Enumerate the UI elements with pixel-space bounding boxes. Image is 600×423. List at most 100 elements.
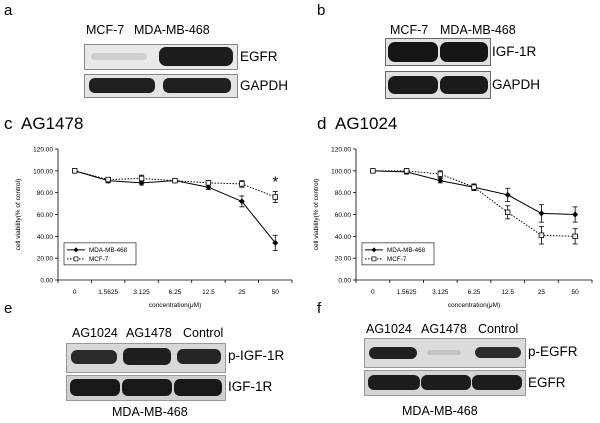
band-p-egfr-ag1478 (427, 350, 461, 355)
blot-igf1r-b (385, 38, 491, 66)
x-tick-label: 1.5625 (98, 289, 118, 296)
y-tick-label: 80.00 (335, 190, 352, 197)
sample-label-ag1478-f: AG1478 (421, 322, 467, 336)
data-point-diamond (138, 179, 145, 186)
protein-label-gapdh-a: GAPDH (240, 78, 289, 93)
series-line-mda-mb-468 (372, 170, 576, 215)
panel-c-title: c AG1478 (4, 114, 83, 134)
legend-label: MCF-7 (387, 256, 407, 263)
blot-p-igf1r (66, 343, 226, 373)
sample-label-ag1478-e: AG1478 (126, 326, 172, 340)
protein-label-egfr-f: EGFR (528, 375, 566, 390)
x-tick-label: 25 (538, 289, 546, 296)
band-egfr-f-control (472, 375, 522, 390)
y-tick-label: 40.00 (37, 234, 54, 241)
band-p-igf1r-ag1478 (123, 348, 171, 365)
band-igf1r-e-ag1024 (70, 379, 120, 396)
data-point-diamond (272, 239, 279, 246)
sample-label-mda-mb-468-b: MDA-MB-468 (440, 23, 516, 37)
y-tick-label: 60.00 (335, 212, 352, 219)
y-tick-label: 100.00 (33, 168, 53, 175)
band-igf1r-mcf7 (388, 42, 438, 62)
x-axis-title: concentration(μM) (448, 302, 501, 309)
y-tick-label: 80.00 (37, 190, 54, 197)
band-gapdh-b-mcf7 (388, 76, 438, 94)
sample-label-mcf7-b: MCF-7 (390, 23, 429, 37)
data-point-square (572, 233, 578, 240)
data-point-square (437, 171, 443, 177)
data-point-square (239, 181, 245, 187)
cell-line-label-f: MDA-MB-468 (402, 404, 478, 418)
protein-label-igf1r-b: IGF-1R (492, 44, 537, 59)
band-p-igf1r-ag1024 (71, 350, 117, 364)
data-point-diamond (504, 191, 511, 198)
protein-label-igf1r-e: IGF-1R (228, 379, 273, 394)
y-tick-label: 0.00 (40, 278, 53, 285)
y-tick-label: 40.00 (335, 234, 352, 241)
blot-egfr-f (364, 370, 526, 396)
data-point-diamond (238, 198, 245, 205)
sample-label-mda-mb-468: MDA-MB-468 (134, 23, 210, 37)
sample-label-ag1024-f: AG1024 (366, 322, 412, 336)
series-line-mcf-7 (372, 170, 576, 237)
x-tick-label: 12.5 (501, 289, 514, 296)
x-tick-label: 6.25 (169, 289, 182, 296)
y-tick-label: 120.00 (33, 147, 53, 154)
x-tick-label: 0 (73, 289, 77, 296)
x-tick-label: 12.5 (202, 289, 215, 296)
band-igf1r-mda (440, 42, 488, 62)
series-line-mcf-7 (74, 170, 276, 198)
band-egfr-f-ag1024 (368, 375, 420, 390)
chart-title-ag1478: AG1478 (21, 114, 84, 133)
chart-ag1024: 0.00 20.00 40.00 60.00 80.00 100.00 120.00 0 1.5… (313, 147, 593, 309)
data-point-square (471, 184, 477, 190)
sample-label-control-e: Control (183, 326, 224, 340)
data-point-diamond (205, 184, 212, 191)
data-point-square (403, 168, 410, 174)
x-axis-title: concentration(μM) (149, 302, 202, 309)
x-tick-label: 6.25 (468, 289, 481, 296)
legend-marker-square (73, 256, 79, 262)
x-tick-label: 3.125 (432, 289, 449, 296)
band-p-egfr-ag1024 (369, 347, 417, 359)
band-egfr-mcf7 (91, 53, 147, 60)
band-gapdh-a-mcf7 (89, 78, 155, 93)
blot-gapdh-b (385, 71, 491, 99)
blot-igf1r-e (66, 375, 226, 401)
legend-box (63, 242, 137, 266)
x-tick-label: 50 (572, 289, 580, 296)
legend-marker-diamond (371, 247, 377, 253)
legend-box (361, 242, 435, 266)
y-tick-label: 20.00 (37, 256, 54, 263)
data-point-square (205, 180, 212, 186)
sample-label-ag1024-e: AG1024 (72, 326, 118, 340)
protein-label-p-egfr: p-EGFR (528, 344, 578, 359)
band-igf1r-e-ag1478 (122, 379, 172, 396)
data-point-diamond (572, 211, 579, 218)
panel-letter-c: c (4, 114, 13, 133)
protein-label-egfr-a: EGFR (240, 49, 278, 64)
data-point-square (105, 176, 111, 183)
legend-marker-diamond (73, 247, 79, 253)
data-point-square (172, 177, 178, 184)
x-tick-label: 3.125 (133, 289, 150, 296)
protein-label-gapdh-b: GAPDH (492, 77, 541, 92)
panel-letter-e: e (4, 300, 13, 317)
legend-label: MCF-7 (89, 256, 109, 263)
panel-letter-a: a (4, 2, 13, 19)
sample-label-control-f: Control (478, 322, 519, 336)
y-axis-title: cell viability(% of control) (313, 179, 320, 251)
panel-letter-d: d (317, 114, 327, 133)
y-tick-label: 120.00 (331, 147, 351, 154)
panel-d-title: d AG1024 (317, 114, 397, 134)
band-gapdh-a-mda (163, 78, 231, 93)
blot-gapdh-a (84, 74, 238, 98)
y-tick-label: 0.00 (338, 278, 351, 285)
legend-marker-square (371, 256, 377, 262)
band-egfr-mda (159, 47, 233, 66)
data-point-square (72, 168, 78, 174)
panel-letter-f: f (317, 300, 322, 317)
x-tick-label: 50 (272, 289, 280, 296)
band-egfr-f-ag1478 (421, 375, 471, 390)
data-point-diamond (538, 210, 545, 217)
